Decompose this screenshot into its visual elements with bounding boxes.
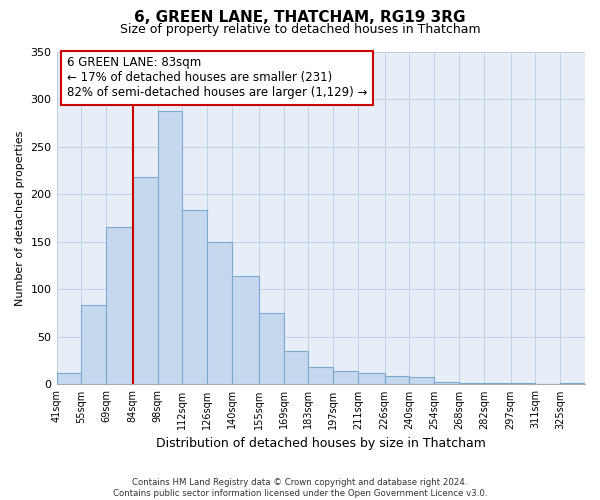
Bar (385, 376, 409, 384)
Bar (560, 382, 585, 384)
Bar (106, 228, 133, 384)
Bar (409, 377, 434, 384)
Y-axis label: Number of detached properties: Number of detached properties (15, 130, 25, 306)
Bar (259, 313, 284, 384)
Bar (434, 382, 459, 384)
Bar (284, 351, 308, 384)
Text: 6 GREEN LANE: 83sqm
← 17% of detached houses are smaller (231)
82% of semi-detac: 6 GREEN LANE: 83sqm ← 17% of detached ho… (67, 56, 367, 100)
Bar (232, 276, 259, 384)
Bar (133, 177, 158, 384)
Bar (333, 371, 358, 384)
Bar (82, 304, 106, 384)
Bar (207, 242, 232, 384)
Bar (308, 368, 333, 384)
Bar (182, 210, 207, 384)
Bar (56, 373, 82, 384)
Text: 6, GREEN LANE, THATCHAM, RG19 3RG: 6, GREEN LANE, THATCHAM, RG19 3RG (134, 10, 466, 25)
Text: Size of property relative to detached houses in Thatcham: Size of property relative to detached ho… (119, 22, 481, 36)
Text: Contains HM Land Registry data © Crown copyright and database right 2024.
Contai: Contains HM Land Registry data © Crown c… (113, 478, 487, 498)
Bar (459, 382, 484, 384)
Bar (158, 112, 182, 384)
Bar (358, 373, 385, 384)
X-axis label: Distribution of detached houses by size in Thatcham: Distribution of detached houses by size … (156, 437, 486, 450)
